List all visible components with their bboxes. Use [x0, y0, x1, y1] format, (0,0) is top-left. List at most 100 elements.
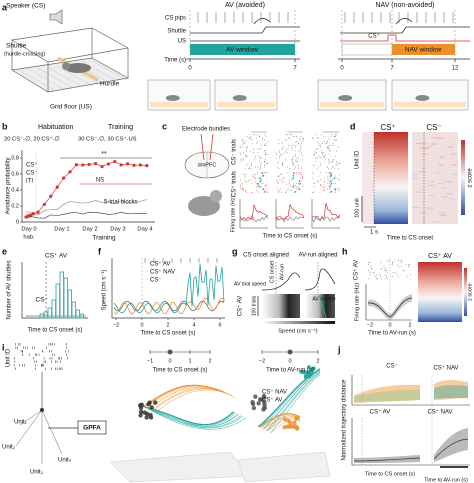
floor-plane — [109, 451, 251, 483]
shuttle-dot — [329, 185, 332, 188]
box-edges — [11, 28, 129, 92]
gpfa-box — [77, 420, 107, 435]
nav-cluster — [288, 420, 293, 426]
heatmap-streak — [440, 187, 447, 189]
item-text: 4 — [192, 322, 195, 328]
mouse-head — [210, 190, 222, 202]
av-trajectory — [148, 408, 239, 427]
shuttle-arrow — [395, 18, 413, 25]
item-text: 0 — [288, 358, 291, 364]
item-text: −2 — [259, 358, 265, 364]
item-text: Shuttle — [167, 29, 186, 35]
onset-cluster — [153, 400, 158, 405]
shuttle-dot — [256, 182, 259, 185]
item-text: CS⁺ NAV — [427, 409, 452, 416]
cs-axis-line — [149, 350, 211, 354]
item-text: CS onset — [269, 260, 275, 283]
cartoon-mouse — [338, 95, 353, 101]
item-text: CS⁻ — [426, 123, 441, 132]
item-text: 2 — [316, 358, 319, 364]
cs-minus-band — [434, 385, 468, 399]
onset-cluster — [146, 401, 151, 407]
label-text: i — [2, 342, 5, 352]
cs-plus-dot — [26, 214, 31, 218]
y-label-text: Number of AV shuttles — [7, 260, 13, 319]
item-text: Day 2 — [82, 227, 97, 233]
item-text: −2 — [113, 322, 119, 328]
nav-window — [392, 44, 455, 55]
item-text: 2 — [208, 358, 211, 364]
item-text: CS⁺ trials — [231, 171, 238, 197]
item-text: 6 — [218, 322, 221, 328]
row-text: CS⁺ AV — [237, 296, 244, 316]
mouse-head — [62, 62, 70, 70]
av-trajectory — [143, 406, 234, 425]
hist-bar — [71, 301, 76, 319]
label-text: j — [337, 344, 341, 354]
av-trajectory — [155, 412, 246, 430]
av-run-trajectory — [265, 372, 321, 431]
cs-plus-dot — [31, 212, 36, 216]
cartoon-mouse — [232, 95, 247, 101]
shuttle-dot — [293, 172, 295, 174]
heatmap-streak — [450, 153, 457, 155]
nav-cluster — [294, 416, 299, 421]
item-text: CS⁺ NAV — [262, 389, 287, 396]
heatmap-streak — [440, 215, 447, 217]
cs-plus-dot — [145, 164, 149, 168]
alignment-lines — [275, 262, 319, 318]
cartoon-floor — [217, 102, 275, 107]
item-text: CS⁺ — [26, 162, 38, 169]
cs-plus-dot — [24, 215, 28, 219]
heatmap-streak — [420, 142, 427, 144]
cs-plus-dot — [81, 163, 85, 167]
item-text: 0.2 — [11, 203, 19, 209]
heatmap-streak — [412, 173, 419, 175]
shuttle-note-text: (hurdle-crossing) — [4, 51, 45, 57]
nav-run-trajectory — [258, 413, 301, 428]
cs-plus-dot — [138, 163, 142, 167]
label-text: h — [342, 246, 348, 256]
item-text: 2 — [166, 322, 169, 328]
label-text: a — [2, 2, 8, 12]
heatmap-streak — [437, 138, 444, 140]
cs-plus-dot — [36, 210, 40, 214]
axes — [21, 150, 155, 223]
av-cluster — [309, 368, 314, 373]
speaker — [49, 9, 63, 25]
hist-bar — [59, 271, 64, 319]
grid-bar — [82, 61, 120, 83]
shuttle-dot — [262, 174, 265, 177]
y-label-text: Normalized trajectory distance — [342, 379, 348, 460]
hab-text: hab. — [23, 235, 35, 241]
heatmap-streak — [428, 181, 435, 183]
shuttle-dot — [328, 172, 331, 174]
cs-plus-text: CS⁺ — [368, 33, 380, 40]
grid-bar — [28, 69, 66, 90]
shuttle-trace — [190, 26, 300, 34]
cs-plus-av-speed — [113, 263, 225, 314]
note-text: 5-trial blocks — [104, 200, 138, 206]
item-text: CS onset aligned — [243, 253, 289, 259]
grid-bar — [55, 65, 93, 86]
item-text: Time (s) — [164, 58, 186, 64]
shuttle-dot — [259, 177, 262, 180]
onset-cluster — [149, 405, 154, 410]
av-cluster — [307, 373, 312, 378]
av-nav-band — [354, 455, 420, 463]
x-label-text: Time to AV-run (s) — [368, 331, 416, 337]
us-trace — [340, 34, 470, 42]
item-text: 0.4 — [11, 187, 19, 193]
colorbar-text: Speed (cm s⁻¹) — [278, 329, 318, 335]
shuttle-dot — [334, 188, 336, 191]
heatmap-streak — [428, 185, 435, 187]
shuttle-dot — [330, 174, 332, 177]
item-text: CS⁺ NAV — [150, 269, 175, 276]
onset-cluster — [144, 411, 150, 417]
item-text: CS⁻ — [150, 278, 162, 284]
cs-minus-rate — [239, 215, 269, 223]
item-text: 20 CS⁻-∅, 20 CS⁺-∅ — [4, 136, 60, 143]
shuttle-dot — [298, 180, 301, 183]
region-text: dmPFC — [198, 162, 217, 168]
